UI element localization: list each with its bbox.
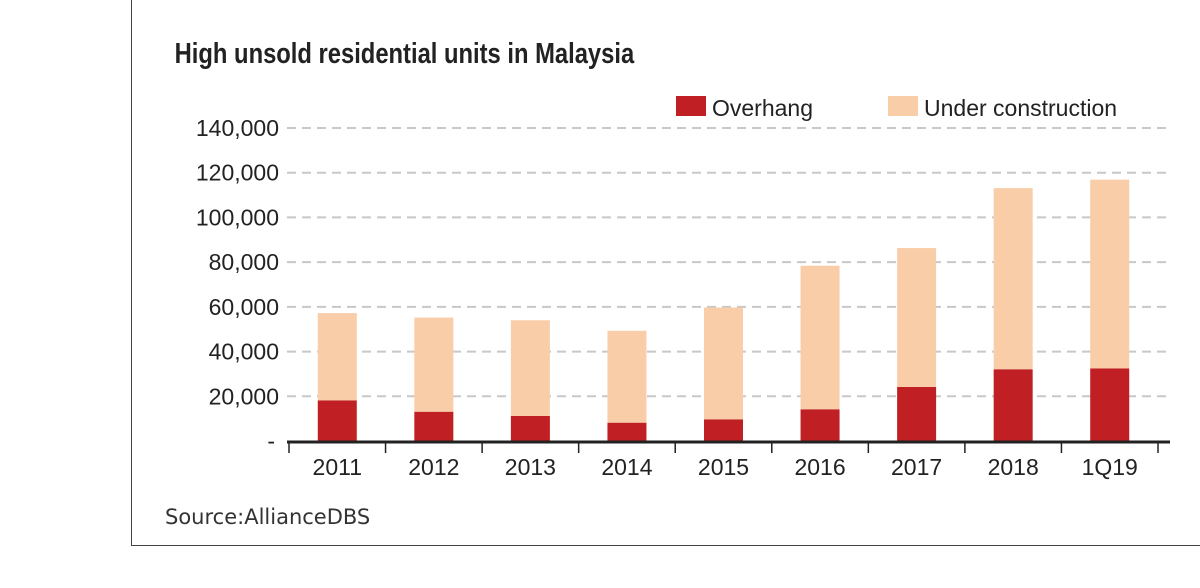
chart-title: High unsold residential units in Malaysi… [175,37,635,70]
bar-overhang [897,386,937,441]
legend-label: Under construction [924,95,1117,121]
bar-under-construction [1090,179,1130,369]
source-note: Source:AllianceDBS [165,505,370,529]
x-tick-label: 2016 [794,454,845,480]
x-tick-label: 2015 [698,454,749,480]
bar-under-construction [510,320,550,416]
x-tick-label: 2017 [891,454,942,480]
bar-overhang [317,400,357,441]
bar-under-construction [897,248,937,387]
bar-overhang [993,369,1033,441]
x-tick-label: 2012 [408,454,459,480]
y-tick-label: 60,000 [209,294,279,320]
bar-under-construction [993,188,1033,370]
legend-label: Overhang [712,95,813,121]
bar-overhang [510,415,550,441]
bar-under-construction [800,265,840,410]
x-tick-label: 2018 [988,454,1039,480]
x-tick-label: 2011 [313,454,362,480]
y-tick-label: 20,000 [209,383,279,409]
x-tick-label: 1Q19 [1082,454,1138,480]
x-tick-label: 2013 [505,454,556,480]
y-tick-label: 80,000 [209,249,279,275]
bar-overhang [704,419,743,441]
legend-swatch [888,96,918,116]
bar-overhang [1090,368,1130,441]
y-tick-label: 40,000 [209,339,279,365]
bar-under-construction [414,317,454,412]
x-tick-label: 2014 [601,454,652,480]
y-tick-label: 120,000 [196,160,279,186]
bar-under-construction [704,307,743,420]
bar-under-construction [317,313,357,401]
legend-swatch [676,96,706,116]
chart-frame [131,0,1200,546]
y-tick-label: 100,000 [196,204,279,230]
bar-overhang [414,411,454,441]
bar-under-construction [607,330,647,423]
y-tick-label: - [267,428,275,454]
bar-overhang [607,422,647,441]
bar-overhang [800,409,840,441]
y-tick-label: 140,000 [196,115,279,141]
